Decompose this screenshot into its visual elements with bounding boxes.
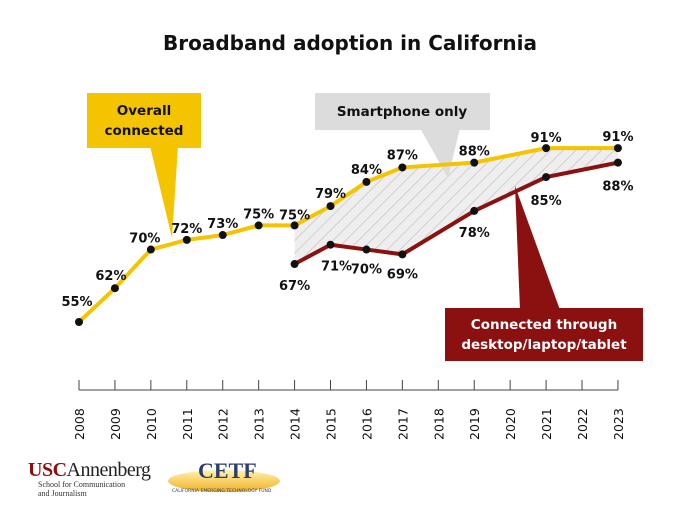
desktop-callout: Connected through desktop/laptop/tablet [445,186,643,361]
overall-callout-line2: connected [105,123,184,139]
data-label: 91% [602,130,633,145]
data-point [218,231,227,240]
x-tick-label: 2018 [431,408,446,440]
data-label: 70% [129,232,160,247]
data-point [326,240,335,249]
cetf-logo: CETF CALIFORNIA EMERGING TECHNOLOGY FUND [168,458,280,498]
data-point [254,221,263,230]
data-label: 75% [279,208,310,223]
data-label: 72% [171,222,202,237]
x-tick-label: 2017 [395,408,410,440]
data-label: 62% [95,269,126,284]
x-tick-label: 2020 [503,408,518,440]
desktop-callout-line2: desktop/laptop/tablet [461,337,627,353]
overall-callout-line1: Overall [117,103,171,119]
data-point [290,221,299,230]
data-label: 88% [602,180,633,195]
data-point [398,163,407,172]
overall-callout: Overall connected [87,93,201,238]
data-point [470,206,479,215]
data-point [470,158,479,167]
series-overall: 55%62% 70% 72% 73% 75% 75% 79% 84% 87% 88% 91% 91% [61,130,634,326]
data-point [362,177,371,186]
data-point [613,158,622,167]
x-tick-label: 2014 [288,408,303,440]
smartphone-callout-label: Smartphone only [337,104,468,120]
data-label: 69% [387,267,418,282]
data-label: 85% [531,194,562,209]
data-label: 88% [459,145,490,160]
x-tick-label: 2023 [611,408,626,440]
data-point [182,235,191,244]
data-label: 70% [351,263,382,278]
data-point [75,318,83,326]
x-tick-label: 2019 [467,408,482,440]
series-desktop: 67% 71%70% 69% 78% 85% 88% [279,158,634,294]
data-label: 79% [315,187,346,202]
data-point [542,144,551,153]
smartphone-only-area [294,148,618,265]
data-label: 73% [207,217,238,232]
smartphone-callout: Smartphone only [315,93,490,178]
data-point [290,260,299,269]
x-tick-label: 2015 [324,408,339,440]
x-tick-label: 2022 [575,408,590,440]
data-label: 87% [387,148,418,163]
x-tick-label: 2012 [216,408,231,440]
x-tick-label: 2009 [108,408,123,440]
x-tick-label: 2013 [252,408,267,440]
data-label: 71% [321,260,352,275]
chart-title: Broadband adoption in California [163,31,537,55]
data-point [362,245,371,254]
x-tick-label: 2010 [144,408,159,440]
data-point [146,245,155,254]
x-tick-label: 2011 [180,408,195,440]
data-label: 67% [279,279,310,294]
x-tick-label: 2008 [72,408,87,440]
x-tick-label: 2021 [539,408,554,440]
usc-annenberg-logo: USCAnnenberg School for Communication and… [28,459,151,498]
data-point [613,144,622,153]
data-label: 75% [243,207,274,222]
data-label: 84% [351,163,382,178]
data-label: 91% [531,131,562,146]
x-tick-label: 2016 [359,408,374,440]
data-label: 55% [61,295,92,310]
data-point [326,202,335,211]
desktop-callout-line1: Connected through [471,317,617,333]
data-label: 78% [459,226,490,241]
data-point [542,173,551,182]
data-point [398,250,407,259]
data-point [110,284,119,293]
